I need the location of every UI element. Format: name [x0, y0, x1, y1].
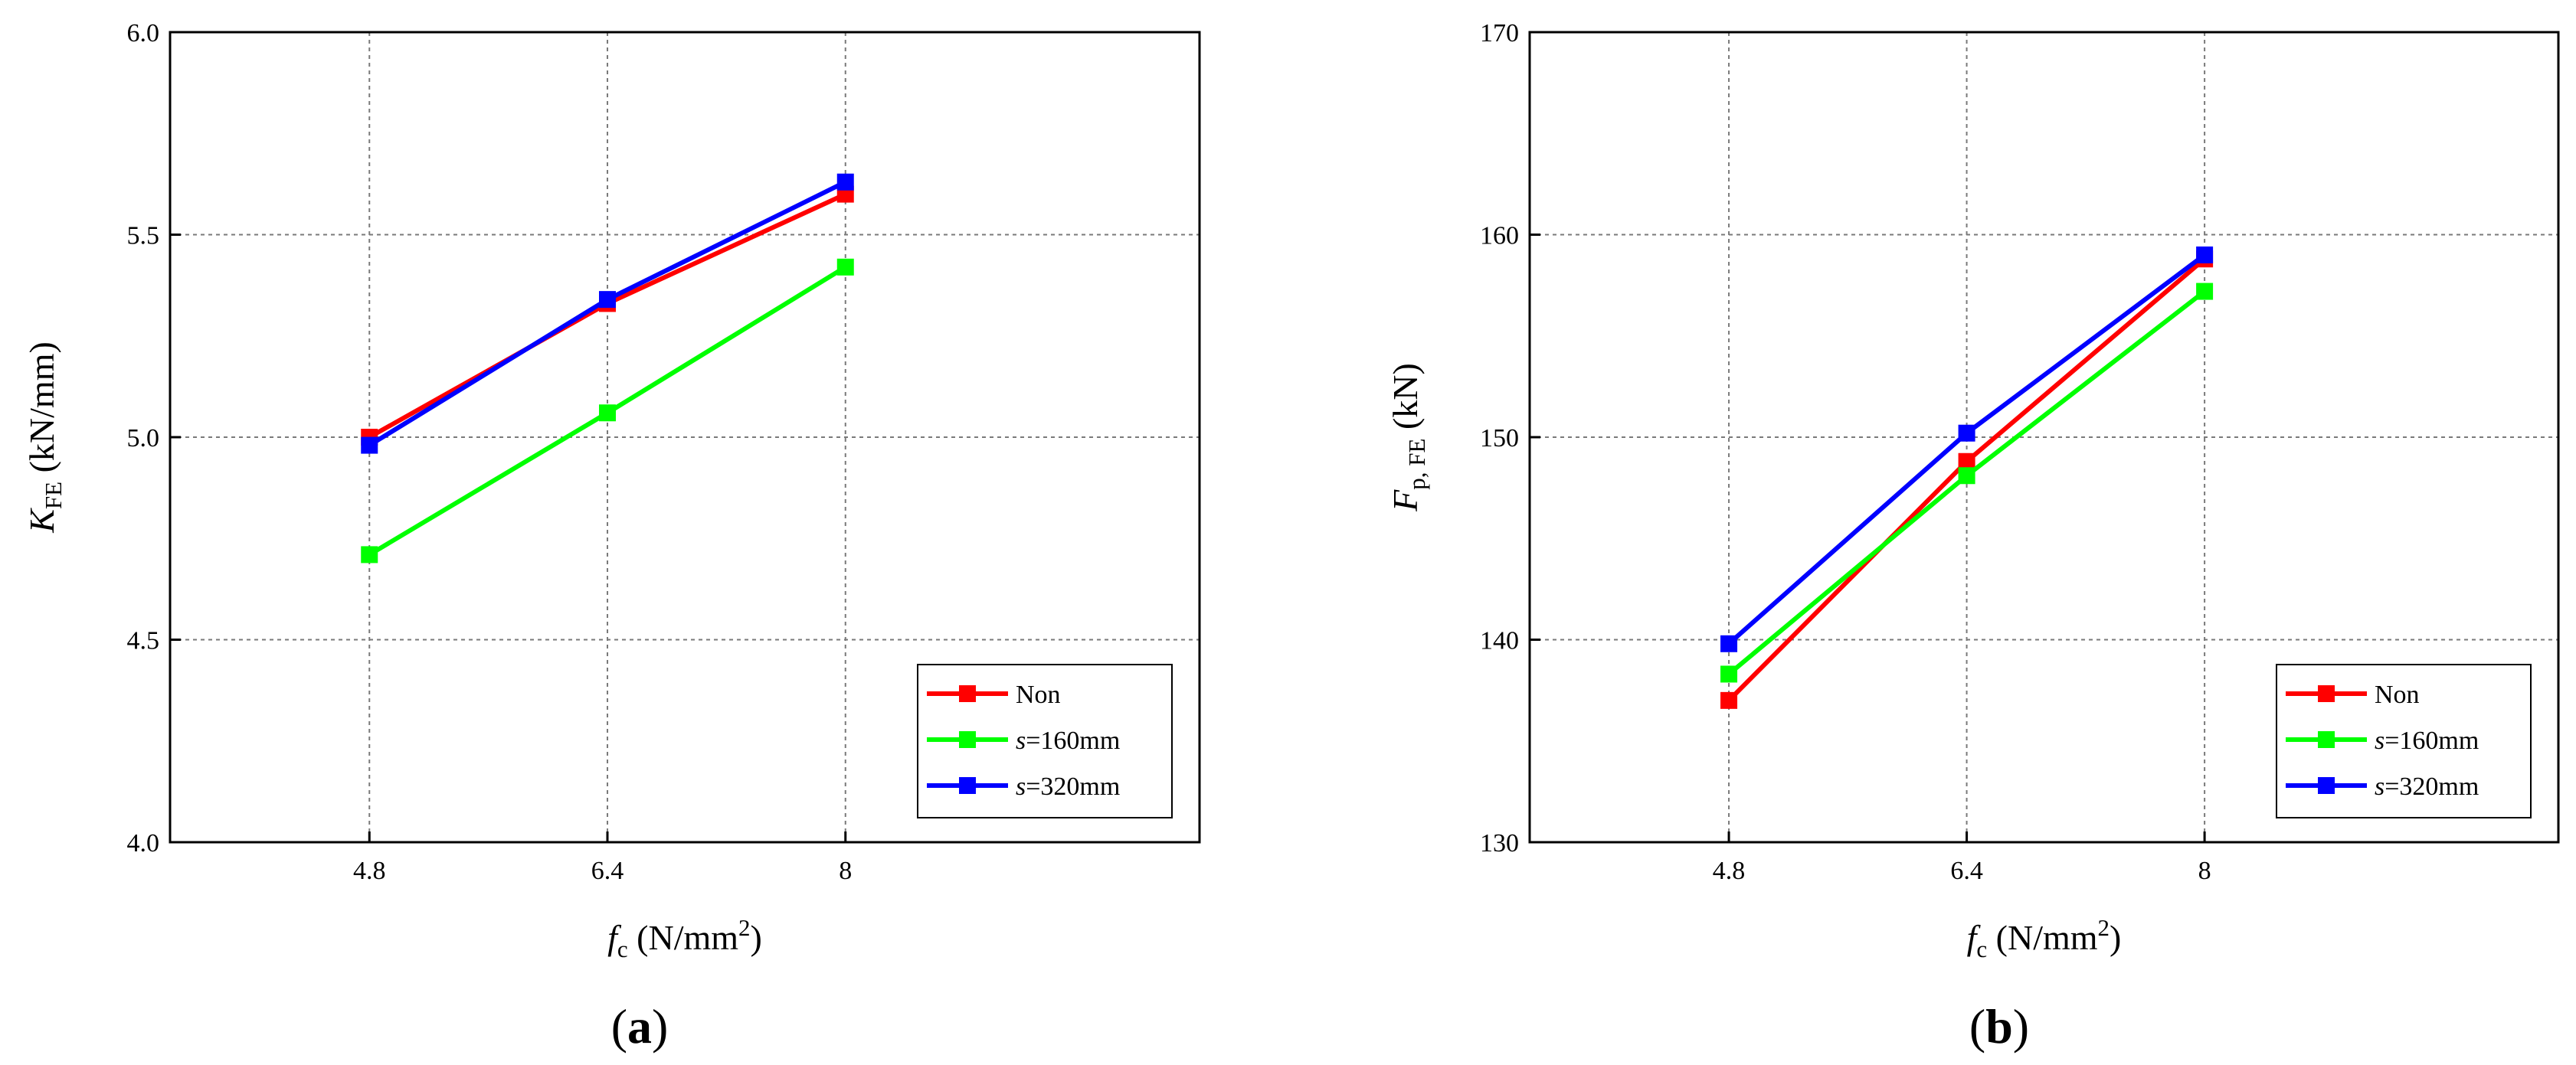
data-point: [599, 291, 617, 309]
panel-label: (a): [611, 999, 669, 1054]
legend-marker: [959, 685, 976, 702]
legend-entry-text: Non: [2375, 681, 2420, 709]
y-axis-label: KFE (kN/mm): [22, 341, 67, 534]
legend-marker: [959, 777, 976, 794]
x-tick-label: 6.4: [1950, 857, 1983, 885]
x-axis-label-sub: c: [1976, 936, 1987, 962]
panel-label-letter: b: [1985, 999, 2013, 1054]
panel-label-paren: ): [2013, 999, 2029, 1054]
y-tick-label: 170: [1480, 19, 1519, 47]
chart-panel-b: 130 140 150 160 170 4.8 6.4 8 fc (N/mm2) Fp, FE (…: [1386, 19, 2560, 1054]
x-axis-label-sup: 2: [738, 914, 751, 941]
panel-label-letter: a: [627, 999, 652, 1054]
data-point: [1958, 452, 1975, 470]
data-point: [599, 404, 617, 422]
legend-entry-text: =320mm: [1026, 773, 1120, 801]
data-point: [836, 258, 854, 276]
legend-marker: [959, 731, 976, 748]
data-point: [1958, 424, 1975, 442]
legend-marker: [2318, 777, 2335, 794]
legend-marker: [2318, 731, 2335, 748]
y-axis-label-sub: p, FE: [1403, 439, 1430, 490]
legend-entry: s=160mm: [1016, 727, 1120, 755]
x-axis-label-unit: (N/mm: [628, 918, 739, 957]
x-axis-label-unit: (N/mm: [1987, 918, 2098, 957]
y-axis-label-unit: (kN): [1386, 363, 1425, 438]
y-tick-label: 6.0: [127, 19, 160, 47]
x-axis-label-sub: c: [617, 936, 628, 962]
y-tick-label: 4.5: [127, 627, 160, 655]
x-tick-label: 4.8: [1713, 857, 1746, 885]
legend-entry-text: =160mm: [2385, 727, 2479, 755]
data-point: [361, 436, 378, 454]
legend-entry: s=320mm: [1016, 773, 1120, 801]
legend-entry-var: s: [2375, 727, 2385, 755]
x-tick-label: 8: [839, 857, 852, 885]
data-point: [2196, 283, 2214, 300]
legend-marker: [2318, 685, 2335, 702]
y-axis-label: Fp, FE (kN): [1386, 363, 1430, 512]
panel-label-paren: ): [652, 999, 668, 1054]
x-axis-label: fc (N/mm2): [1967, 914, 2122, 962]
legend-entry: Non: [2375, 681, 2420, 709]
y-axis-label-var: K: [22, 508, 61, 534]
y-tick-label: 160: [1480, 222, 1519, 250]
data-point: [2196, 246, 2214, 263]
legend-entry-var: s: [1016, 773, 1026, 801]
legend-entry-text: =320mm: [2385, 773, 2479, 801]
y-tick-label: 4.0: [127, 829, 160, 858]
chart-panel-a: 4.0 4.5 5.0 5.5 6.0 4.8 6.4 8 fc (N/mm2) KFE (kN/…: [22, 19, 1201, 1054]
panel-label-paren: (: [611, 999, 627, 1054]
legend-entry-var: s: [2375, 773, 2385, 801]
x-tick-label: 4.8: [353, 857, 386, 885]
x-tick-label: 6.4: [591, 857, 624, 885]
legend-entry-text: Non: [1016, 681, 1061, 709]
legend-entry-text: =160mm: [1026, 727, 1120, 755]
y-tick-label: 130: [1480, 829, 1519, 858]
x-axis-label-unit-end: ): [2110, 918, 2121, 957]
data-point: [361, 546, 378, 564]
y-axis-label-var: F: [1386, 489, 1425, 512]
legend-entry: Non: [1016, 681, 1061, 709]
panel-label-paren: (: [1969, 999, 1985, 1054]
data-point: [1720, 665, 1738, 683]
legend-entry-var: s: [1016, 727, 1026, 755]
data-point: [1720, 691, 1738, 709]
y-tick-label: 5.0: [127, 424, 160, 452]
y-tick-label: 150: [1480, 424, 1519, 452]
data-point: [1958, 467, 1975, 485]
y-tick-label: 140: [1480, 627, 1519, 655]
x-axis-label-sup: 2: [2098, 914, 2110, 941]
data-point: [1720, 635, 1738, 652]
x-axis-label: fc (N/mm2): [607, 914, 762, 962]
data-point: [836, 173, 854, 191]
y-axis-label-unit: (kN/mm): [22, 341, 61, 482]
x-tick-label: 8: [2198, 857, 2211, 885]
panel-label: (b): [1969, 999, 2029, 1054]
y-tick-label: 5.5: [127, 222, 160, 250]
legend-entry: s=160mm: [2375, 727, 2479, 755]
y-axis-label-sub: FE: [40, 482, 67, 509]
legend-entry: s=320mm: [2375, 773, 2479, 801]
x-axis-label-unit-end: ): [751, 918, 762, 957]
